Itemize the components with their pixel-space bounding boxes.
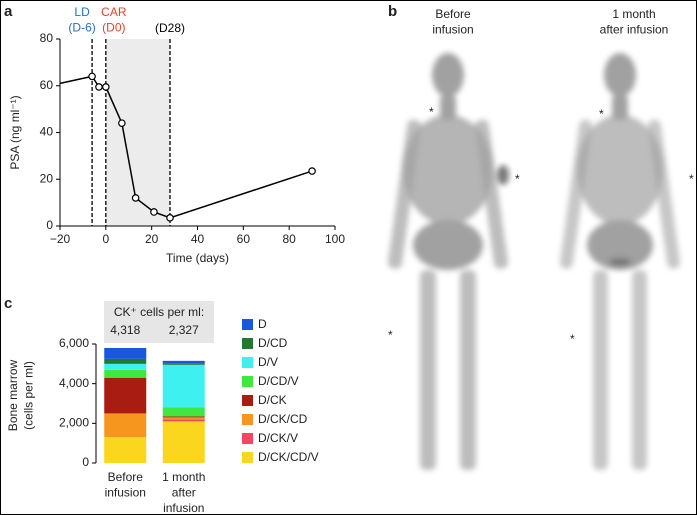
x-axis-label: Time (days) [166, 251, 229, 265]
x-tick-label: 60 [237, 232, 251, 246]
bar-segment [162, 364, 205, 408]
bar-segment [162, 416, 205, 418]
y-tick-label: 40 [40, 125, 54, 139]
legend-label: D/CK/V [258, 431, 298, 445]
asterisks: * * * * * * [388, 105, 694, 346]
legend-swatch [242, 338, 253, 349]
asterisk: * [570, 332, 575, 346]
panel-label: c [4, 295, 12, 312]
legend-label: D/CK/CD [258, 412, 308, 426]
x-tick-label: 40 [191, 232, 205, 246]
asterisk: * [429, 105, 434, 119]
bone-scan-images [387, 53, 681, 470]
data-point [118, 119, 126, 127]
x-tick-label: 1 month after infusion [162, 470, 205, 515]
asterisk: * [599, 107, 604, 121]
legend-label: D/CK [258, 393, 287, 407]
bar-segment [162, 407, 205, 417]
y-tick-label: 80 [40, 31, 54, 45]
y-tick-label: 4,000 [59, 376, 89, 390]
scan-before [387, 53, 509, 470]
legend-label: D/CK/CD/V [258, 450, 319, 464]
bar-segment [162, 419, 205, 422]
data-point [166, 214, 174, 222]
asterisk: * [515, 172, 520, 186]
annotation: LD (D-6) [68, 5, 95, 35]
y-tick-label: 60 [40, 78, 54, 92]
data-point [88, 72, 96, 81]
shaded-span [105, 39, 170, 226]
data-point [308, 167, 316, 175]
scan-title: 1 month after infusion [600, 7, 669, 37]
legend-label: D/CD [258, 336, 288, 350]
bar-segment [104, 369, 147, 378]
bar-segment [104, 363, 147, 370]
x-tick-label: 80 [282, 232, 296, 246]
bar-segment [162, 417, 205, 420]
header-value: 2,327 [169, 323, 199, 337]
legend-swatch [242, 452, 253, 463]
header-value: 4,318 [110, 323, 140, 337]
y-tick-label: 20 [40, 171, 54, 185]
bar-segment [104, 358, 147, 364]
bar-segment [104, 413, 147, 438]
x-tick-label: 0 [102, 232, 109, 246]
y-tick-label: 6,000 [59, 336, 89, 350]
data-point [102, 83, 110, 91]
bar-segment [104, 377, 147, 414]
scan-after [559, 53, 681, 470]
scan-title: Before infusion [432, 7, 473, 37]
data-point [131, 194, 140, 202]
header-title: CK⁺ cells per ml: [114, 305, 204, 319]
legend-swatch [242, 395, 253, 406]
asterisk: * [689, 172, 694, 186]
y-tick-label: 2,000 [59, 416, 89, 430]
asterisk: * [388, 328, 393, 342]
legend-swatch [242, 319, 253, 330]
y-tick-label: 0 [82, 455, 89, 469]
bar-segment [162, 421, 205, 463]
data-line [59, 75, 313, 219]
y-axis-label: PSA (ng ml⁻¹) [8, 95, 22, 169]
legend-label: D/V [258, 355, 278, 369]
panel-label: a [4, 3, 13, 20]
legend-swatch [242, 414, 253, 425]
bar-segment [162, 363, 205, 365]
legend-label: D/CD/V [258, 374, 299, 388]
legend-swatch [242, 433, 253, 444]
bar-segment [104, 437, 147, 463]
legend-swatch [242, 376, 253, 387]
bar-segment [162, 360, 205, 364]
data-point [150, 208, 158, 216]
bar-segment [104, 347, 147, 359]
x-tick-label: Before infusion [105, 470, 146, 500]
y-tick-label: 0 [46, 218, 53, 232]
header-box [104, 301, 214, 343]
panel-label: b [388, 3, 397, 20]
legend-swatch [242, 357, 253, 368]
x-tick-label: 100 [325, 232, 345, 246]
data-point [95, 83, 103, 91]
x-tick-label: 20 [145, 232, 159, 246]
y-axis-label: Bone marrow (cells per ml) [6, 359, 36, 431]
x-tick-label: −20 [50, 232, 71, 246]
legend-label: D [258, 317, 267, 331]
annotation: CAR (D0) [101, 5, 127, 35]
annotation: (D28) [155, 21, 185, 35]
